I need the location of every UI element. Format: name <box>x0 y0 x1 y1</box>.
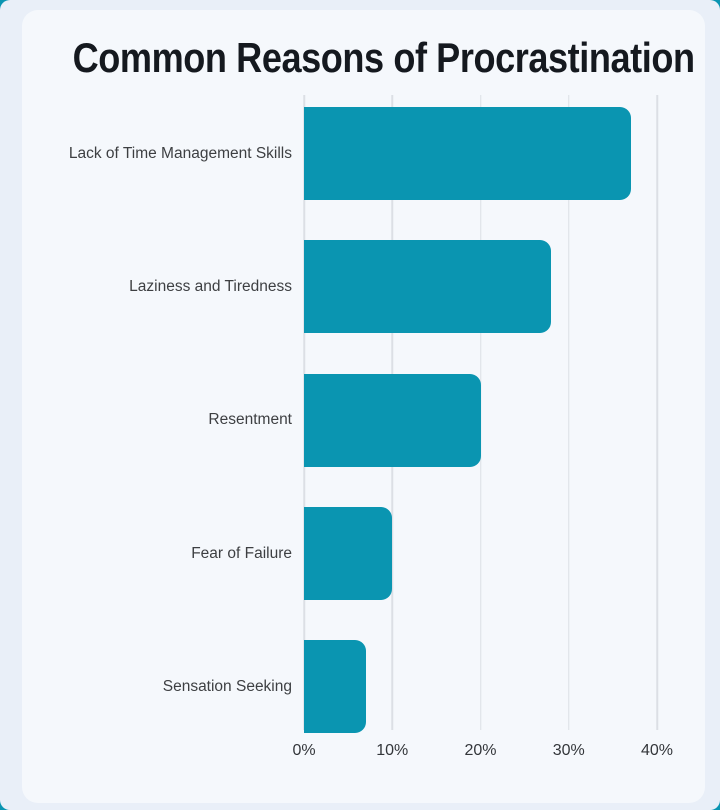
category-label: Laziness and Tiredness <box>129 278 292 296</box>
bar-row: Resentment <box>22 354 705 487</box>
chart-title-container: Common Reasons of Procrastination <box>22 34 705 82</box>
x-tick-label: 10% <box>376 742 409 759</box>
bar <box>304 240 552 334</box>
bar <box>304 373 481 467</box>
bar <box>304 506 393 600</box>
x-tick-label: 20% <box>464 742 497 759</box>
category-label: Fear of Failure <box>191 544 292 562</box>
bar-row: Laziness and Tiredness <box>22 220 705 353</box>
bar-track <box>304 640 657 734</box>
bar-track <box>304 240 657 334</box>
bar-row: Lack of Time Management Skills <box>22 87 705 220</box>
bar-track <box>304 107 657 201</box>
bar-track <box>304 373 657 467</box>
category-label: Lack of Time Management Skills <box>68 144 292 162</box>
bar-chart: Lack of Time Management Skills Laziness a… <box>22 87 705 759</box>
bar-track <box>304 506 657 600</box>
bar <box>304 640 366 734</box>
bar-rows: Lack of Time Management Skills Laziness a… <box>22 87 705 753</box>
chart-card: Common Reasons of Procrastination Lack o… <box>22 10 705 803</box>
category-label: Sensation Seeking <box>162 677 292 695</box>
x-axis: 0% 10% 20% 30% 40% <box>292 742 673 766</box>
chart-title: Common Reasons of Procrastination <box>72 34 695 81</box>
bar-row: Sensation Seeking <box>22 620 705 753</box>
category-label: Resentment <box>208 411 292 429</box>
bar-row: Fear of Failure <box>22 487 705 620</box>
x-tick-label: 40% <box>640 742 674 759</box>
x-tick-label: 0% <box>292 742 316 759</box>
x-tick-label: 30% <box>552 742 585 759</box>
bar <box>304 107 631 201</box>
